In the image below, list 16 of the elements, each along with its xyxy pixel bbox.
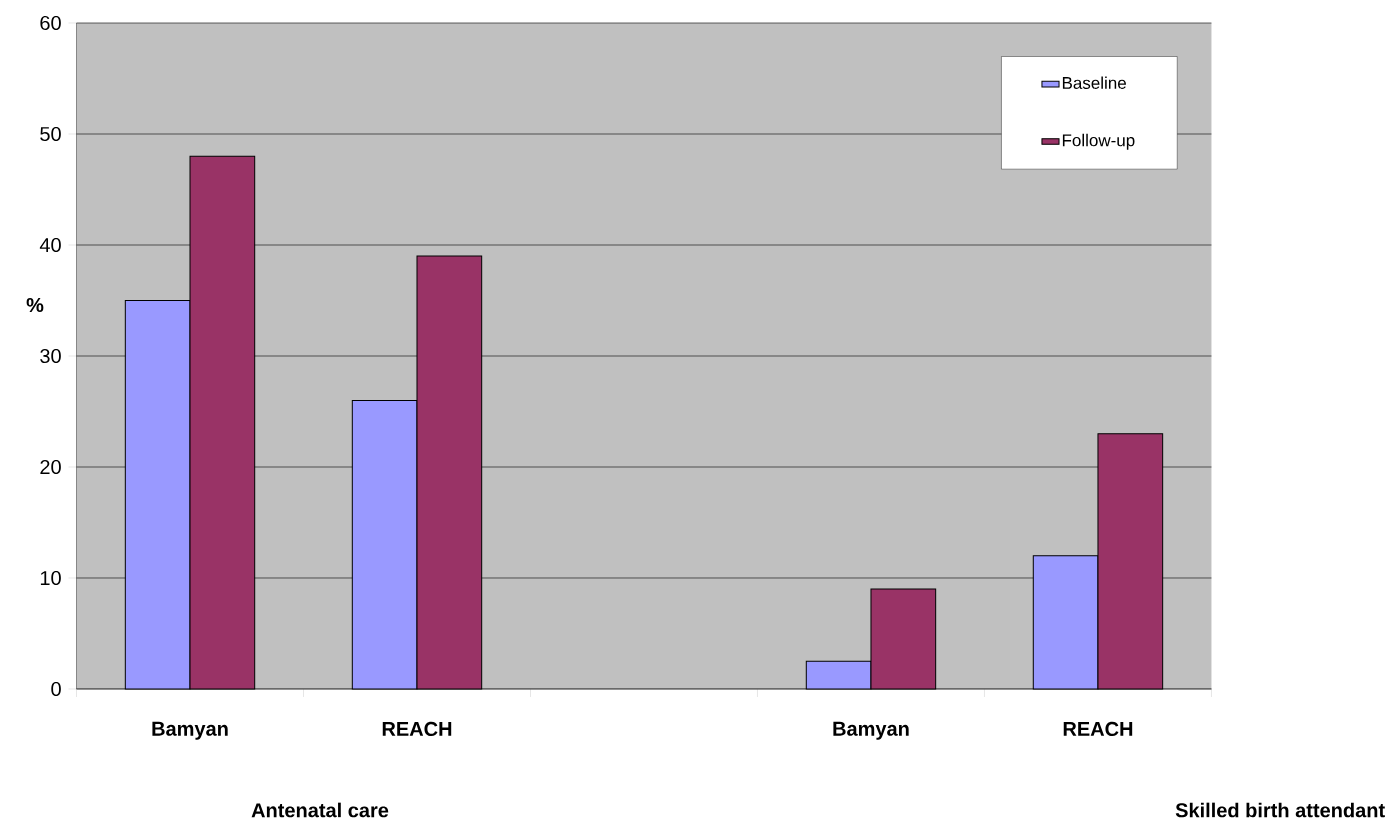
text: Skilled birth attendant	[1175, 802, 1385, 818]
legend-label: Follow-up	[1062, 133, 1135, 150]
y-tick-label: 20	[40, 459, 61, 475]
x-tick-label: REACH	[382, 721, 452, 737]
x-tick-label: Bamyan	[152, 721, 228, 740]
y-tick-label: 0	[51, 681, 61, 697]
y-tick-label: 40	[39, 237, 61, 253]
y-axis-title: %	[26, 297, 44, 313]
x-tick-label: Bamyan	[833, 721, 909, 740]
y-tick-label: 60	[40, 15, 61, 31]
x-tick-label: REACH	[1063, 721, 1133, 737]
y-tick-label: 30	[40, 348, 61, 364]
y-tick-label: 50	[40, 126, 61, 142]
legend-label: Baseline	[1062, 76, 1126, 89]
y-tick-label: 10	[40, 570, 61, 586]
text: Antenatal care	[251, 802, 389, 818]
